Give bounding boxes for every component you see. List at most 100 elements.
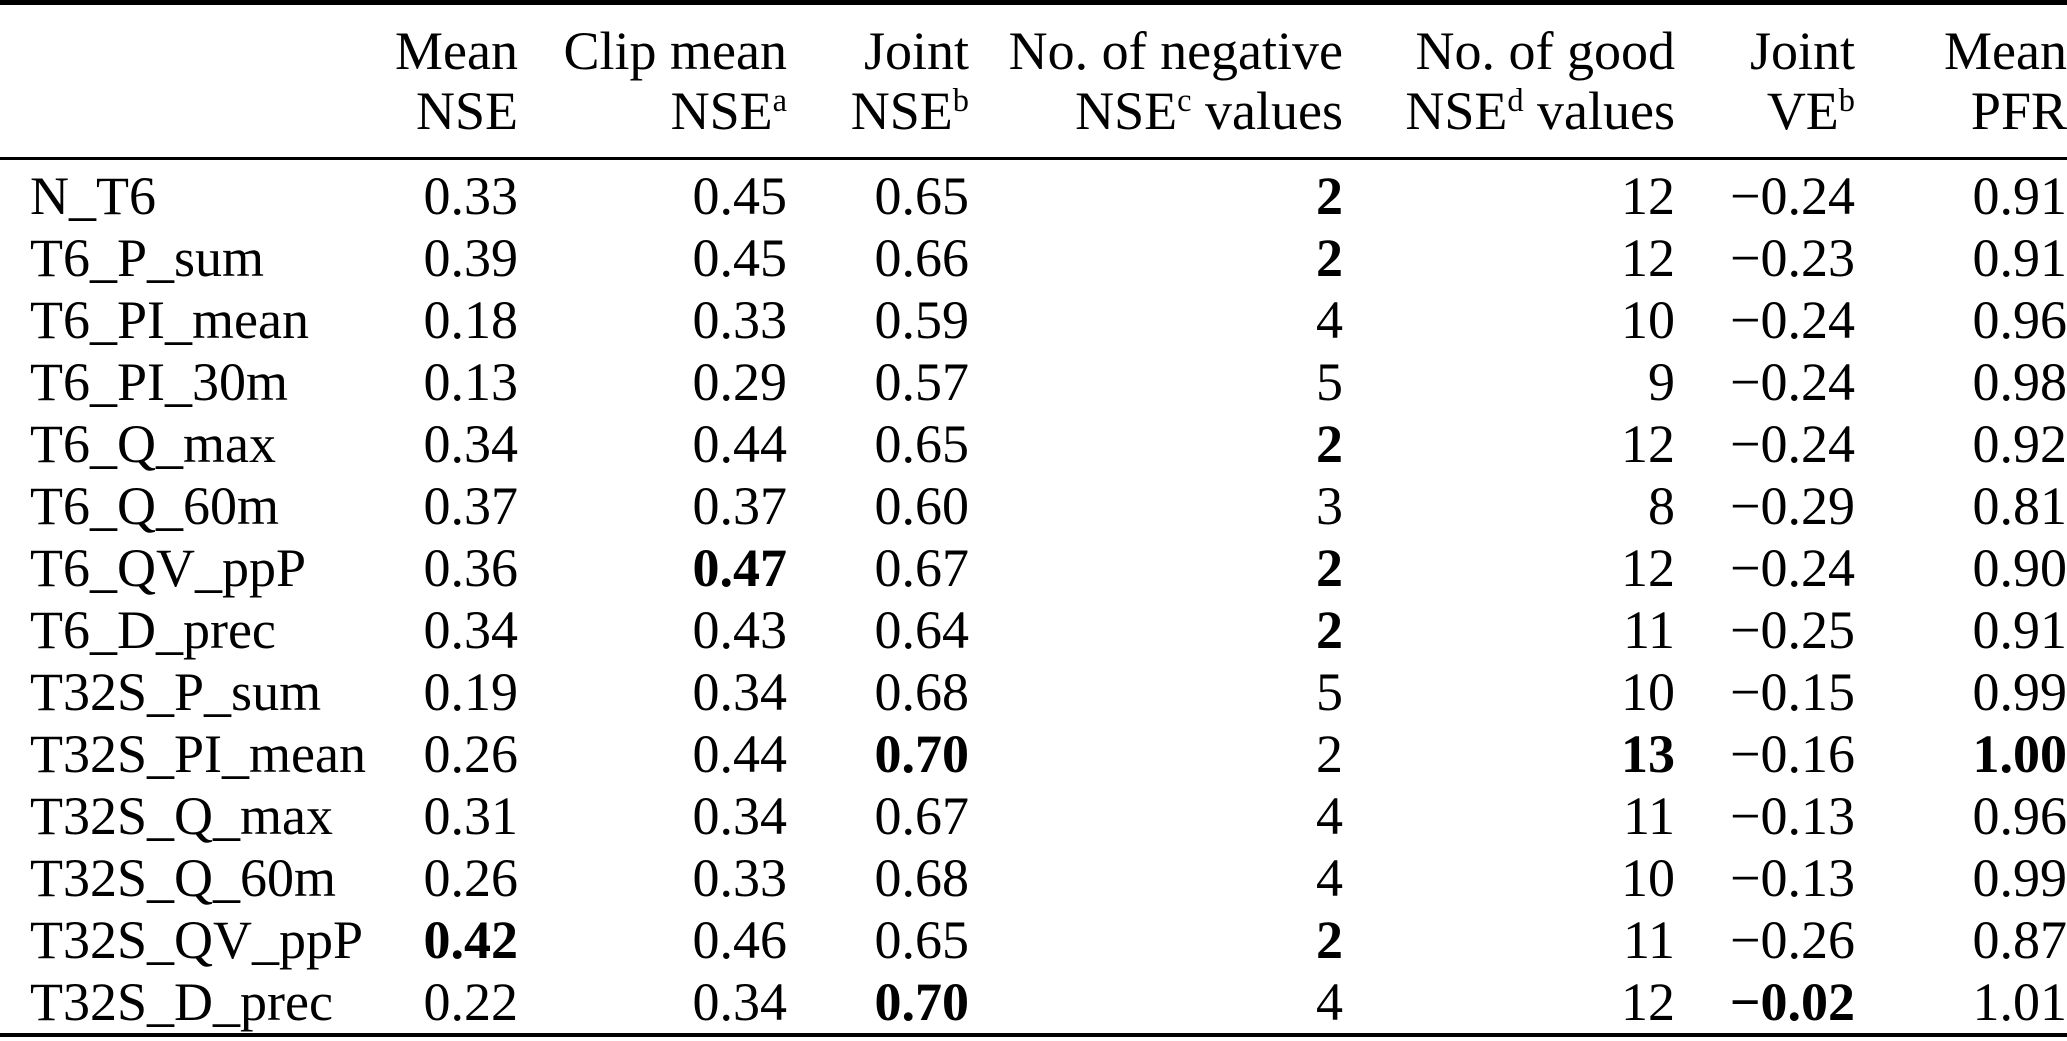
table-cell: 11 (1623, 600, 1675, 660)
header-line1: Joint (863, 21, 969, 81)
table-cell: 0.96 (1972, 786, 2067, 846)
table-cell: 0.45 (692, 166, 788, 226)
table-cell: 0.34 (692, 972, 788, 1032)
table-cell: −0.16 (1730, 724, 1855, 784)
footnote-marker: d (1507, 83, 1524, 120)
header-line2: NSEa (670, 81, 787, 141)
table-cell: 0.45 (692, 228, 788, 288)
table-cell: 0.33 (692, 290, 788, 350)
header-line1: No. of negative (1008, 21, 1343, 81)
table-cell: 0.65 (874, 414, 970, 474)
table-cell: 1.00 (1972, 724, 2067, 784)
table-cell: 5 (1316, 352, 1343, 412)
column-header-mean-nse: Mean NSE (330, 3, 518, 159)
table-row: T32S_P_sum 0.19 0.34 0.68 5 10 −0.15 0.99 (0, 661, 2067, 723)
table-row: T6_Q_max 0.34 0.44 0.65 2 12 −0.24 0.92 (0, 413, 2067, 475)
table-cell: 0.18 (423, 290, 519, 350)
table-cell: 0.91 (1972, 600, 2067, 660)
row-label: T6_P_sum (30, 228, 265, 288)
table-row: T32S_Q_60m 0.26 0.33 0.68 4 10 −0.13 0.99 (0, 847, 2067, 909)
table-cell: 12 (1621, 166, 1675, 226)
header-line1: Mean (395, 21, 518, 81)
header-line2: NSEc values (1075, 81, 1343, 141)
table-cell: 0.34 (423, 600, 519, 660)
table-cell: 8 (1648, 476, 1675, 536)
table-row: T6_Q_60m 0.37 0.37 0.60 3 8 −0.29 0.81 (0, 475, 2067, 537)
row-label: N_T6 (30, 166, 156, 226)
table-cell: 0.91 (1972, 228, 2067, 288)
row-label: T32S_P_sum (30, 662, 322, 722)
table-cell: 0.96 (1972, 290, 2067, 350)
table-cell: −0.24 (1730, 352, 1855, 412)
footnote-marker: a (772, 83, 787, 120)
table-cell: −0.24 (1730, 166, 1855, 226)
footnote-marker: c (1177, 83, 1192, 120)
table-cell: 0.39 (423, 228, 519, 288)
column-header-negative-nse-values: No. of negative NSEc values (969, 3, 1343, 159)
column-header-rowlabels (0, 3, 330, 159)
column-header-mean-pfr: Mean PFR (1855, 3, 2067, 159)
table-cell: 11 (1623, 910, 1675, 970)
table-cell: 13 (1621, 724, 1675, 784)
table-cell: −0.24 (1730, 290, 1855, 350)
table-cell: 0.43 (692, 600, 788, 660)
table-cell: 0.13 (423, 352, 519, 412)
table-cell: −0.24 (1730, 538, 1855, 598)
table-cell: 2 (1316, 910, 1343, 970)
table-cell: −0.02 (1729, 972, 1855, 1032)
table-cell: 0.26 (423, 848, 519, 908)
table-cell: −0.13 (1730, 848, 1855, 908)
table-cell: 11 (1623, 786, 1675, 846)
table-cell: 4 (1316, 786, 1343, 846)
table-header: Mean NSE Clip mean NSEa Joint NSEb No. o… (0, 3, 2067, 159)
table-cell: 9 (1648, 352, 1675, 412)
row-label: T6_D_prec (30, 600, 276, 660)
table-cell: 0.57 (874, 352, 970, 412)
table-row: N_T6 0.33 0.45 0.65 2 12 −0.24 0.91 (0, 159, 2067, 228)
column-header-joint-nse: Joint NSEb (787, 3, 969, 159)
table-cell: 5 (1316, 662, 1343, 722)
table-cell: 2 (1316, 724, 1343, 784)
table-body: N_T6 0.33 0.45 0.65 2 12 −0.24 0.91 T6_P_sum 0.39… (0, 159, 2067, 1036)
table-cell: 0.90 (1972, 538, 2067, 598)
row-label: T32S_Q_60m (30, 848, 337, 908)
table-cell: 0.64 (874, 600, 970, 660)
table-cell: 0.33 (692, 848, 788, 908)
table-cell: 0.87 (1972, 910, 2067, 970)
table-cell: 0.60 (874, 476, 970, 536)
column-header-good-nse-values: No. of good NSEd values (1343, 3, 1675, 159)
row-label: T32S_D_prec (30, 972, 333, 1032)
header-line2: NSEd values (1405, 81, 1675, 141)
table-cell: 12 (1621, 414, 1675, 474)
table-cell: 0.37 (423, 476, 519, 536)
table-row: T32S_PI_mean 0.26 0.44 0.70 2 13 −0.16 1.00 (0, 723, 2067, 785)
table-cell: 0.66 (874, 228, 970, 288)
table-cell: 4 (1316, 290, 1343, 350)
row-label: T32S_Q_max (30, 786, 333, 846)
table-cell: 0.91 (1972, 166, 2067, 226)
table-row: T6_D_prec 0.34 0.43 0.64 2 11 −0.25 0.91 (0, 599, 2067, 661)
table-cell: 0.44 (692, 414, 788, 474)
row-label: T6_QV_ppP (30, 538, 307, 598)
table-cell: 0.42 (423, 910, 519, 970)
table-cell: 0.68 (874, 848, 970, 908)
table-cell: 0.34 (423, 414, 519, 474)
header-line2: VEb (1766, 81, 1855, 141)
table-cell: 0.37 (692, 476, 788, 536)
table-cell: −0.24 (1730, 414, 1855, 474)
table-cell: −0.29 (1730, 476, 1855, 536)
table-row: T6_PI_mean 0.18 0.33 0.59 4 10 −0.24 0.96 (0, 289, 2067, 351)
table-row: T6_QV_ppP 0.36 0.47 0.67 2 12 −0.24 0.90 (0, 537, 2067, 599)
table-cell: 0.99 (1972, 848, 2067, 908)
table-cell: 0.81 (1972, 476, 2067, 536)
table-cell: 0.19 (423, 662, 519, 722)
table-cell: 0.47 (692, 538, 788, 598)
table-cell: 0.44 (692, 724, 788, 784)
header-line2: NSEb (850, 81, 969, 141)
table-cell: 0.92 (1972, 414, 2067, 474)
table-cell: 2 (1316, 228, 1343, 288)
table-cell: 0.68 (874, 662, 970, 722)
table-row: T6_P_sum 0.39 0.45 0.66 2 12 −0.23 0.91 (0, 227, 2067, 289)
row-label: T6_PI_30m (30, 352, 289, 412)
footnote-marker: b (952, 83, 969, 120)
